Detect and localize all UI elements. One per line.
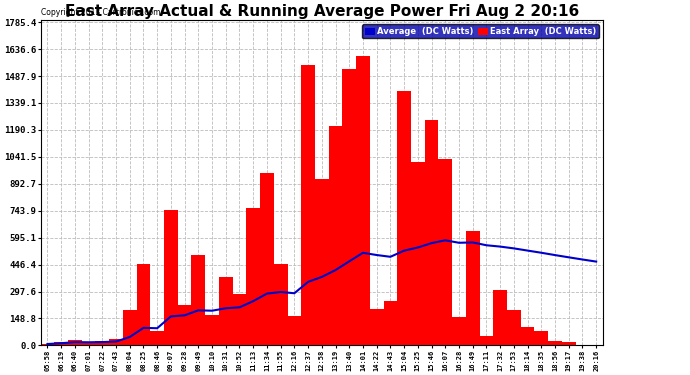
Bar — [41, 344, 55, 345]
Bar — [288, 316, 302, 345]
Bar — [68, 340, 81, 345]
Title: East Array Actual & Running Average Power Fri Aug 2 20:16: East Array Actual & Running Average Powe… — [65, 4, 579, 19]
Bar — [397, 92, 411, 345]
Bar — [219, 276, 233, 345]
Bar — [205, 315, 219, 345]
Bar — [123, 310, 137, 345]
Bar — [466, 231, 480, 345]
Bar — [274, 264, 288, 345]
Bar — [493, 290, 507, 345]
Bar — [438, 159, 452, 345]
Bar — [81, 343, 95, 345]
Bar — [411, 162, 425, 345]
Bar — [480, 336, 493, 345]
Bar — [342, 69, 356, 345]
Bar — [548, 342, 562, 345]
Bar — [246, 208, 260, 345]
Bar — [315, 179, 328, 345]
Bar — [109, 339, 123, 345]
Bar — [178, 305, 192, 345]
Bar — [150, 331, 164, 345]
Bar — [452, 316, 466, 345]
Bar — [521, 327, 535, 345]
Bar — [55, 342, 68, 345]
Bar — [384, 301, 397, 345]
Bar — [164, 210, 178, 345]
Bar — [95, 341, 109, 345]
Bar — [356, 56, 370, 345]
Bar — [507, 310, 521, 345]
Bar — [192, 255, 205, 345]
Bar — [137, 264, 150, 345]
Text: Copyright 2013 Cartronics.com: Copyright 2013 Cartronics.com — [41, 8, 160, 17]
Bar — [370, 309, 384, 345]
Bar — [260, 173, 274, 345]
Bar — [425, 120, 438, 345]
Legend: Average  (DC Watts), East Array  (DC Watts): Average (DC Watts), East Array (DC Watts… — [362, 24, 599, 39]
Bar — [328, 126, 342, 345]
Bar — [562, 342, 575, 345]
Bar — [233, 294, 246, 345]
Bar — [535, 331, 548, 345]
Bar — [302, 66, 315, 345]
